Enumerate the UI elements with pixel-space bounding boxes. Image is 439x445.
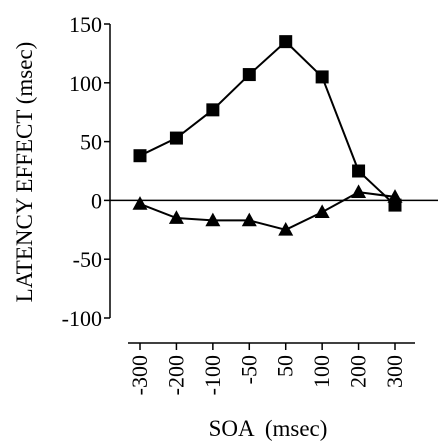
- triangle-marker: [351, 184, 367, 199]
- square-marker: [315, 70, 329, 84]
- x-tick-label: 100: [309, 355, 334, 388]
- y-axis-label: LATENCY EFFECT (msec): [12, 42, 37, 303]
- square-marker: [352, 164, 366, 178]
- triangle-marker: [132, 196, 148, 210]
- x-tick-label: -300: [127, 355, 152, 395]
- x-axis-label: SOA (msec): [209, 416, 328, 441]
- y-tick-label: -50: [73, 247, 102, 272]
- square-marker: [206, 103, 220, 117]
- series-layer: [132, 35, 403, 236]
- x-tick-label: 200: [346, 355, 371, 388]
- y-tick-label: 50: [80, 130, 102, 155]
- x-axis: -300 -200 -100 -50 50 100 200 300: [127, 342, 415, 395]
- triangle-marker: [314, 204, 330, 219]
- x-tick-label: 50: [273, 355, 298, 377]
- triangle-marker: [387, 189, 403, 203]
- y-tick-label: 150: [69, 12, 102, 37]
- series-square: [133, 35, 402, 212]
- y-tick-label: 100: [69, 71, 102, 96]
- square-marker: [279, 35, 293, 49]
- x-tick-label: -50: [236, 355, 261, 384]
- triangle-marker: [168, 210, 184, 224]
- square-marker: [133, 149, 147, 163]
- triangle-marker: [241, 212, 257, 227]
- square-marker: [169, 131, 183, 145]
- y-tick-label: -100: [62, 306, 102, 331]
- x-tick-label: 300: [382, 355, 407, 388]
- x-tick-label: -200: [163, 355, 188, 395]
- series-line: [139, 40, 396, 206]
- triangle-marker: [205, 212, 221, 227]
- y-axis: 150 100 50 0 -50 -100: [62, 12, 438, 331]
- series-triangle: [132, 184, 403, 236]
- x-tick-label: -100: [200, 355, 225, 395]
- triangle-marker: [278, 222, 294, 236]
- square-marker: [242, 68, 256, 82]
- y-tick-label: 0: [91, 188, 102, 213]
